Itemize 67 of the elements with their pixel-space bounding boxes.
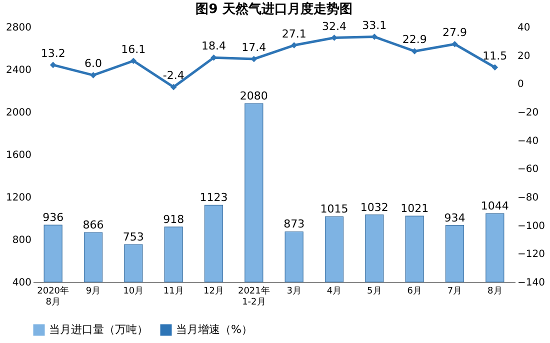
point	[170, 84, 177, 90]
text: 934	[444, 211, 466, 224]
y2-tick-label: 40	[518, 22, 530, 34]
text: 1044	[480, 200, 509, 213]
text: -2.4	[162, 69, 184, 82]
text: 27.1	[282, 27, 306, 40]
point	[411, 48, 418, 54]
x-tick-label: 10月	[123, 286, 144, 296]
x-tick-label: 2020年 8月	[37, 286, 70, 308]
x-tick-label: 4月	[326, 286, 342, 296]
text: 27.9	[442, 26, 467, 40]
x-tick-label: 9月	[86, 286, 101, 296]
y-tick-label: 2800	[6, 22, 32, 34]
point	[492, 64, 498, 71]
text: 753	[122, 230, 144, 244]
point	[371, 34, 378, 40]
y2-tick-label: −140	[518, 278, 545, 288]
chart-title: 图9 天然气进口月度走势图	[196, 0, 352, 17]
text: 2080	[240, 90, 268, 102]
point	[130, 58, 137, 64]
x-tick-label: 6月	[407, 286, 422, 296]
x-tick-label: 8月	[488, 286, 502, 296]
point	[250, 56, 258, 62]
x-tick-label: 3月	[286, 286, 302, 296]
y-tick-label: 1200	[6, 192, 32, 204]
y2-tick-label: −40	[518, 136, 539, 147]
point	[210, 54, 217, 61]
text: 1021	[400, 202, 429, 216]
text: 1032	[360, 200, 388, 214]
x-tick-label: 7月	[447, 286, 462, 296]
x-tick-label: 12月	[204, 286, 224, 296]
y2-tick-label: −100	[518, 220, 545, 232]
point	[50, 62, 56, 68]
point	[290, 42, 298, 48]
y2-tick-label: −120	[518, 249, 545, 260]
text: 17.4	[242, 41, 266, 54]
text: 16.1	[121, 42, 146, 56]
legend-label: 当月进口量（万吨）	[49, 323, 148, 336]
text: 11.5	[482, 49, 508, 62]
y-tick-label: 2000	[6, 108, 32, 118]
y-tick-label: 2400	[6, 65, 32, 76]
point	[90, 72, 96, 78]
text: 22.9	[402, 33, 427, 46]
y2-tick-label: −80	[518, 192, 539, 204]
y2-tick-label: −60	[518, 164, 539, 176]
text: 6.0	[84, 57, 102, 70]
y-tick-label: 400	[12, 278, 32, 288]
text: 1015	[320, 202, 348, 216]
y-tick-label: 1600	[6, 150, 32, 161]
text: 1123	[200, 191, 228, 204]
y2-tick-label: −20	[518, 108, 539, 118]
text: 918	[163, 212, 184, 226]
point	[452, 40, 458, 48]
y2-tick-label: 0	[518, 79, 524, 90]
text: 866	[82, 218, 104, 232]
text: 13.2	[40, 46, 66, 60]
text: 873	[284, 218, 305, 231]
x-tick-label: 5月	[367, 286, 382, 296]
text: 18.4	[202, 40, 226, 53]
text: 33.1	[362, 18, 387, 32]
x-tick-label: 2021年 1-2月	[238, 286, 270, 308]
y-tick-label: 800	[12, 235, 32, 246]
text: 936	[42, 211, 64, 224]
x-tick-label: 11月	[163, 286, 184, 296]
y2-tick-label: 20	[518, 50, 530, 62]
legend-label: 当月增速（%）	[176, 323, 252, 336]
text: 32.4	[322, 20, 346, 33]
